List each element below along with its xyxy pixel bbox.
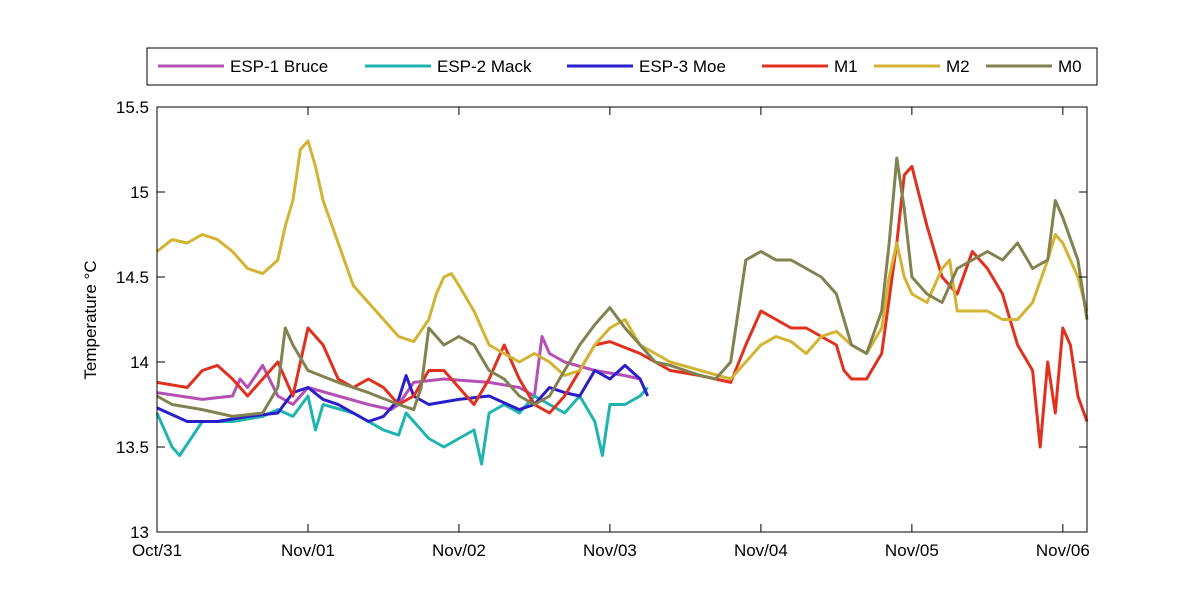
y-tick-label: 15 <box>130 183 149 202</box>
legend-label: M0 <box>1058 57 1082 76</box>
y-tick-label: 13.5 <box>116 438 149 457</box>
axis-ticks: Oct/31 Nov/01 Nov/02 Nov/03 Nov/04 Nov/05 Nov/… <box>116 98 1090 560</box>
y-axis-label: Temperature °C <box>81 260 100 379</box>
legend-label: ESP-1 Bruce <box>230 57 328 76</box>
y-tick-label: 14.5 <box>116 268 149 287</box>
x-tick-label: Nov/03 <box>583 541 637 560</box>
legend: ESP-1 Bruce ESP-2 Mack ESP-3 Moe M1 M2 M0 <box>146 47 1098 86</box>
x-tick-label: Nov/04 <box>734 541 788 560</box>
series-line-m2 <box>156 139 1089 381</box>
legend-label: M2 <box>946 57 970 76</box>
legend-label: ESP-2 Mack <box>437 57 532 76</box>
y-tick-label: 13 <box>130 523 149 542</box>
x-tick-label: Nov/06 <box>1036 541 1090 560</box>
legend-label: ESP-3 Moe <box>639 57 726 76</box>
y-tick-label: 15.5 <box>116 98 149 117</box>
series-line-m1 <box>156 165 1089 449</box>
legend-label: M1 <box>834 57 858 76</box>
x-tick-label: Nov/05 <box>885 541 939 560</box>
x-tick-label: Oct/31 <box>132 541 182 560</box>
x-tick-label: Nov/01 <box>281 541 335 560</box>
legend-item: ESP-1 Bruce <box>158 57 328 76</box>
legend-item: M0 <box>986 57 1082 76</box>
series-layer <box>155 139 1089 466</box>
legend-item: ESP-3 Moe <box>567 57 726 76</box>
plot-area-frame <box>156 106 1088 533</box>
series-line-esp-1-bruce <box>156 335 641 412</box>
legend-item: M1 <box>762 57 858 76</box>
x-tick-label: Nov/02 <box>432 541 486 560</box>
y-tick-label: 14 <box>130 353 149 372</box>
series-line-m0 <box>156 156 1089 418</box>
legend-item: ESP-2 Mack <box>365 57 532 76</box>
legend-item: M2 <box>874 57 970 76</box>
